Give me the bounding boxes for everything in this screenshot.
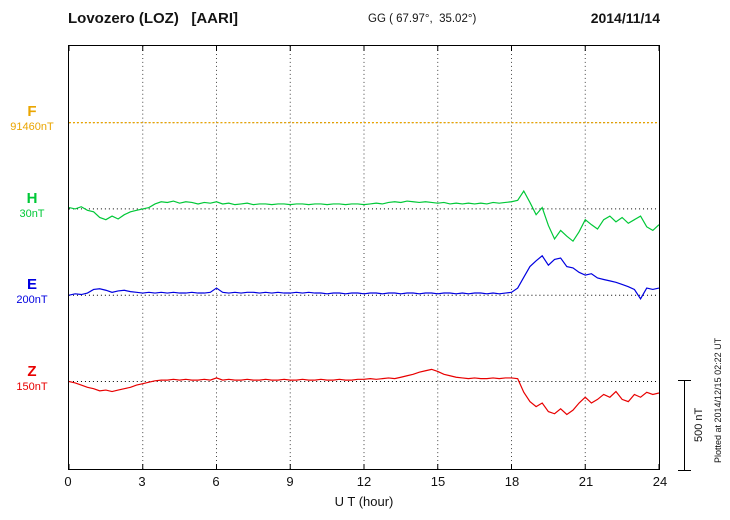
scale-bar bbox=[684, 380, 685, 470]
series-baseline-e: 200nT bbox=[16, 294, 48, 307]
trace-H bbox=[69, 189, 659, 243]
series-label-z: Z 150nT bbox=[0, 364, 64, 393]
series-name-e: E bbox=[26, 276, 37, 294]
series-name-z: Z bbox=[27, 363, 37, 381]
series-name-h: H bbox=[26, 189, 38, 207]
magnetogram-chart bbox=[69, 46, 659, 469]
x-tick-label: 18 bbox=[504, 474, 520, 489]
plot-date: 2014/11/14 bbox=[590, 10, 660, 26]
series-label-h: H 30nT bbox=[0, 191, 64, 220]
plotted-at-note: Plotted at 2014/12/15 02:22 UT bbox=[713, 337, 723, 463]
station-title: Lovozero (LOZ) [AARI] bbox=[68, 10, 238, 27]
trace-Z bbox=[69, 368, 659, 416]
x-tick-label: 12 bbox=[356, 474, 372, 489]
scale-bar-bottom-cap bbox=[678, 470, 691, 471]
x-axis-title: U T (hour) bbox=[334, 494, 394, 509]
scale-bar-label: 500 nT bbox=[693, 407, 705, 443]
x-tick-label: 9 bbox=[286, 474, 294, 489]
x-tick-label: 21 bbox=[578, 474, 594, 489]
series-label-f: F 91460nT bbox=[0, 104, 64, 133]
series-baseline-h: 30nT bbox=[19, 207, 45, 220]
series-baseline-z: 150nT bbox=[16, 381, 48, 394]
x-axis-ticks: 0 3 6 9 12 15 18 21 24 bbox=[64, 474, 667, 490]
series-baseline-f: 91460nT bbox=[10, 121, 54, 133]
x-tick-label: 3 bbox=[138, 474, 146, 489]
x-tick-label: 0 bbox=[64, 474, 72, 489]
series-name-f: F bbox=[27, 103, 37, 120]
plot-area bbox=[68, 45, 660, 470]
trace-E bbox=[69, 254, 659, 300]
x-tick-label: 24 bbox=[652, 474, 668, 489]
geo-coordinates: GG ( 67.97°, 35.02°) bbox=[368, 13, 477, 25]
x-tick-label: 15 bbox=[430, 474, 446, 489]
series-label-e: E 200nT bbox=[0, 277, 64, 306]
x-tick-label: 6 bbox=[212, 474, 220, 489]
